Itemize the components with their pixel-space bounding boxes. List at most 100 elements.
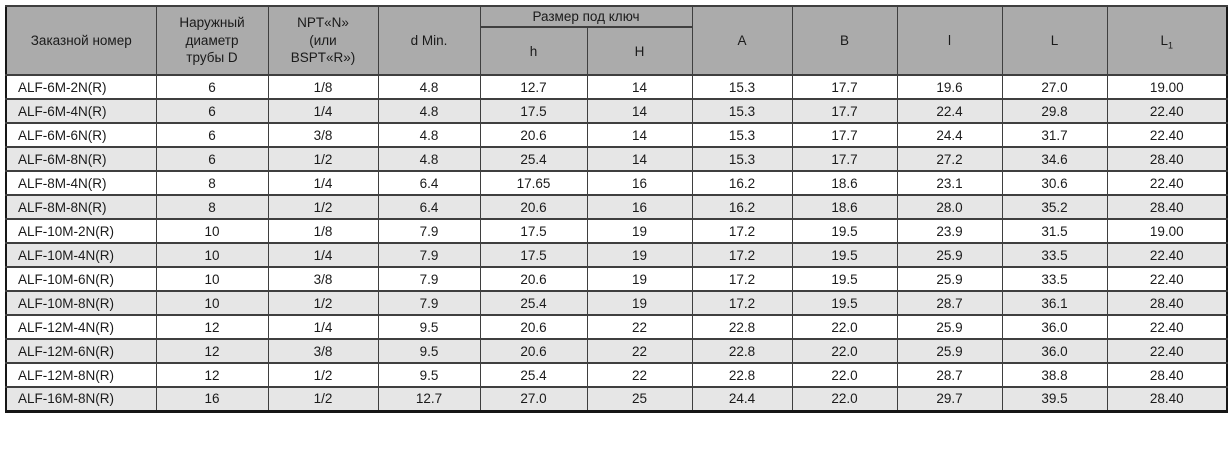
value-cell: 25.4 <box>479 362 588 388</box>
value-cell: 22.8 <box>691 314 793 340</box>
order-number-cell: ALF-6M-4N(R) <box>5 98 157 124</box>
value-cell: 15.3 <box>691 98 793 124</box>
value-cell: 34.6 <box>1001 146 1108 172</box>
value-cell: 7.9 <box>377 290 481 316</box>
value-cell: 25.4 <box>479 146 588 172</box>
value-cell: 29.8 <box>1001 98 1108 124</box>
value-cell: 22.8 <box>691 362 793 388</box>
value-cell: 31.7 <box>1001 122 1108 148</box>
value-cell: 1/4 <box>267 242 379 268</box>
value-cell: 28.40 <box>1106 146 1228 172</box>
value-cell: 15.3 <box>691 146 793 172</box>
value-cell: 17.5 <box>479 218 588 244</box>
value-cell: 28.40 <box>1106 290 1228 316</box>
value-cell: 17.2 <box>691 242 793 268</box>
value-cell: 22.40 <box>1106 122 1228 148</box>
col-header-thread: NPT«N» (или BSPT«R») <box>267 5 379 76</box>
value-cell: 12.7 <box>377 386 481 412</box>
table-body: ALF-6M-2N(R) 6 1/8 4.8 12.7 14 15.3 17.7 19.6 27.… <box>5 74 1228 412</box>
value-cell: 18.6 <box>791 170 898 196</box>
table-row: ALF-12M-6N(R) 12 3/8 9.5 20.6 22 22.8 22.0 25.9 3… <box>5 338 1228 364</box>
value-cell: 28.40 <box>1106 362 1228 388</box>
value-cell: 14 <box>586 98 693 124</box>
value-cell: 15.3 <box>691 122 793 148</box>
value-cell: 23.1 <box>896 170 1003 196</box>
table-row: ALF-6M-4N(R) 6 1/4 4.8 17.5 14 15.3 17.7 22.4 29.… <box>5 98 1228 124</box>
value-cell: 1/2 <box>267 146 379 172</box>
value-cell: 4.8 <box>377 146 481 172</box>
value-cell: 10 <box>155 242 269 268</box>
order-number-cell: ALF-12M-4N(R) <box>5 314 157 340</box>
value-cell: 1/2 <box>267 362 379 388</box>
value-cell: 14 <box>586 146 693 172</box>
value-cell: 33.5 <box>1001 242 1108 268</box>
col-header-b: B <box>791 5 898 76</box>
value-cell: 25.9 <box>896 266 1003 292</box>
table-row: ALF-8M-8N(R) 8 1/2 6.4 20.6 16 16.2 18.6 28.0 35.… <box>5 194 1228 220</box>
value-cell: 25.4 <box>479 290 588 316</box>
value-cell: 17.5 <box>479 98 588 124</box>
value-cell: 22.40 <box>1106 98 1228 124</box>
value-cell: 14 <box>586 122 693 148</box>
value-cell: 1/4 <box>267 170 379 196</box>
value-cell: 20.6 <box>479 266 588 292</box>
value-cell: 22.0 <box>791 362 898 388</box>
value-cell: 3/8 <box>267 338 379 364</box>
table-row: ALF-12M-8N(R) 12 1/2 9.5 25.4 22 22.8 22.0 28.7 3… <box>5 362 1228 388</box>
value-cell: 24.4 <box>896 122 1003 148</box>
page: Заказной номер Наружный диаметр трубы D … <box>5 5 1229 413</box>
value-cell: 1/2 <box>267 194 379 220</box>
table-row: ALF-8M-4N(R) 8 1/4 6.4 17.65 16 16.2 18.6 23.1 30… <box>5 170 1228 196</box>
order-number-cell: ALF-6M-2N(R) <box>5 74 157 100</box>
value-cell: 6.4 <box>377 194 481 220</box>
table-row: ALF-6M-8N(R) 6 1/2 4.8 25.4 14 15.3 17.7 27.2 34.… <box>5 146 1228 172</box>
value-cell: 20.6 <box>479 314 588 340</box>
value-cell: 1/4 <box>267 98 379 124</box>
value-cell: 10 <box>155 218 269 244</box>
value-cell: 16.2 <box>691 170 793 196</box>
order-number-cell: ALF-12M-6N(R) <box>5 338 157 364</box>
value-cell: 9.5 <box>377 314 481 340</box>
spec-table: Заказной номер Наружный диаметр трубы D … <box>5 5 1229 413</box>
order-number-cell: ALF-12M-8N(R) <box>5 362 157 388</box>
value-cell: 10 <box>155 266 269 292</box>
order-number-cell: ALF-10M-6N(R) <box>5 266 157 292</box>
value-cell: 22.40 <box>1106 170 1228 196</box>
value-cell: 22.4 <box>896 98 1003 124</box>
value-cell: 7.9 <box>377 218 481 244</box>
value-cell: 7.9 <box>377 242 481 268</box>
value-cell: 17.7 <box>791 74 898 100</box>
value-cell: 1/2 <box>267 290 379 316</box>
value-cell: 19.00 <box>1106 218 1228 244</box>
value-cell: 19.5 <box>791 290 898 316</box>
value-cell: 6 <box>155 122 269 148</box>
col-header-d-min: d Min. <box>377 5 481 76</box>
value-cell: 23.9 <box>896 218 1003 244</box>
order-number-cell: ALF-16M-8N(R) <box>5 386 157 412</box>
value-cell: 31.5 <box>1001 218 1108 244</box>
value-cell: 33.5 <box>1001 266 1108 292</box>
value-cell: 27.0 <box>1001 74 1108 100</box>
value-cell: 1/8 <box>267 218 379 244</box>
value-cell: 16 <box>586 170 693 196</box>
value-cell: 22.40 <box>1106 314 1228 340</box>
value-cell: 22 <box>586 314 693 340</box>
value-cell: 15.3 <box>691 74 793 100</box>
col-header-a: A <box>691 5 793 76</box>
value-cell: 22.0 <box>791 386 898 412</box>
table-row: ALF-6M-6N(R) 6 3/8 4.8 20.6 14 15.3 17.7 24.4 31.… <box>5 122 1228 148</box>
table-row: ALF-10M-6N(R) 10 3/8 7.9 20.6 19 17.2 19.5 25.9 3… <box>5 266 1228 292</box>
value-cell: 10 <box>155 290 269 316</box>
value-cell: 30.6 <box>1001 170 1108 196</box>
value-cell: 12 <box>155 362 269 388</box>
order-number-cell: ALF-8M-8N(R) <box>5 194 157 220</box>
value-cell: 39.5 <box>1001 386 1108 412</box>
value-cell: 14 <box>586 74 693 100</box>
col-header-h-big: H <box>586 26 693 76</box>
value-cell: 17.2 <box>691 290 793 316</box>
value-cell: 25.9 <box>896 314 1003 340</box>
col-header-wrench-size-group: Размер под ключ <box>479 5 693 28</box>
value-cell: 6 <box>155 146 269 172</box>
value-cell: 3/8 <box>267 266 379 292</box>
value-cell: 4.8 <box>377 74 481 100</box>
